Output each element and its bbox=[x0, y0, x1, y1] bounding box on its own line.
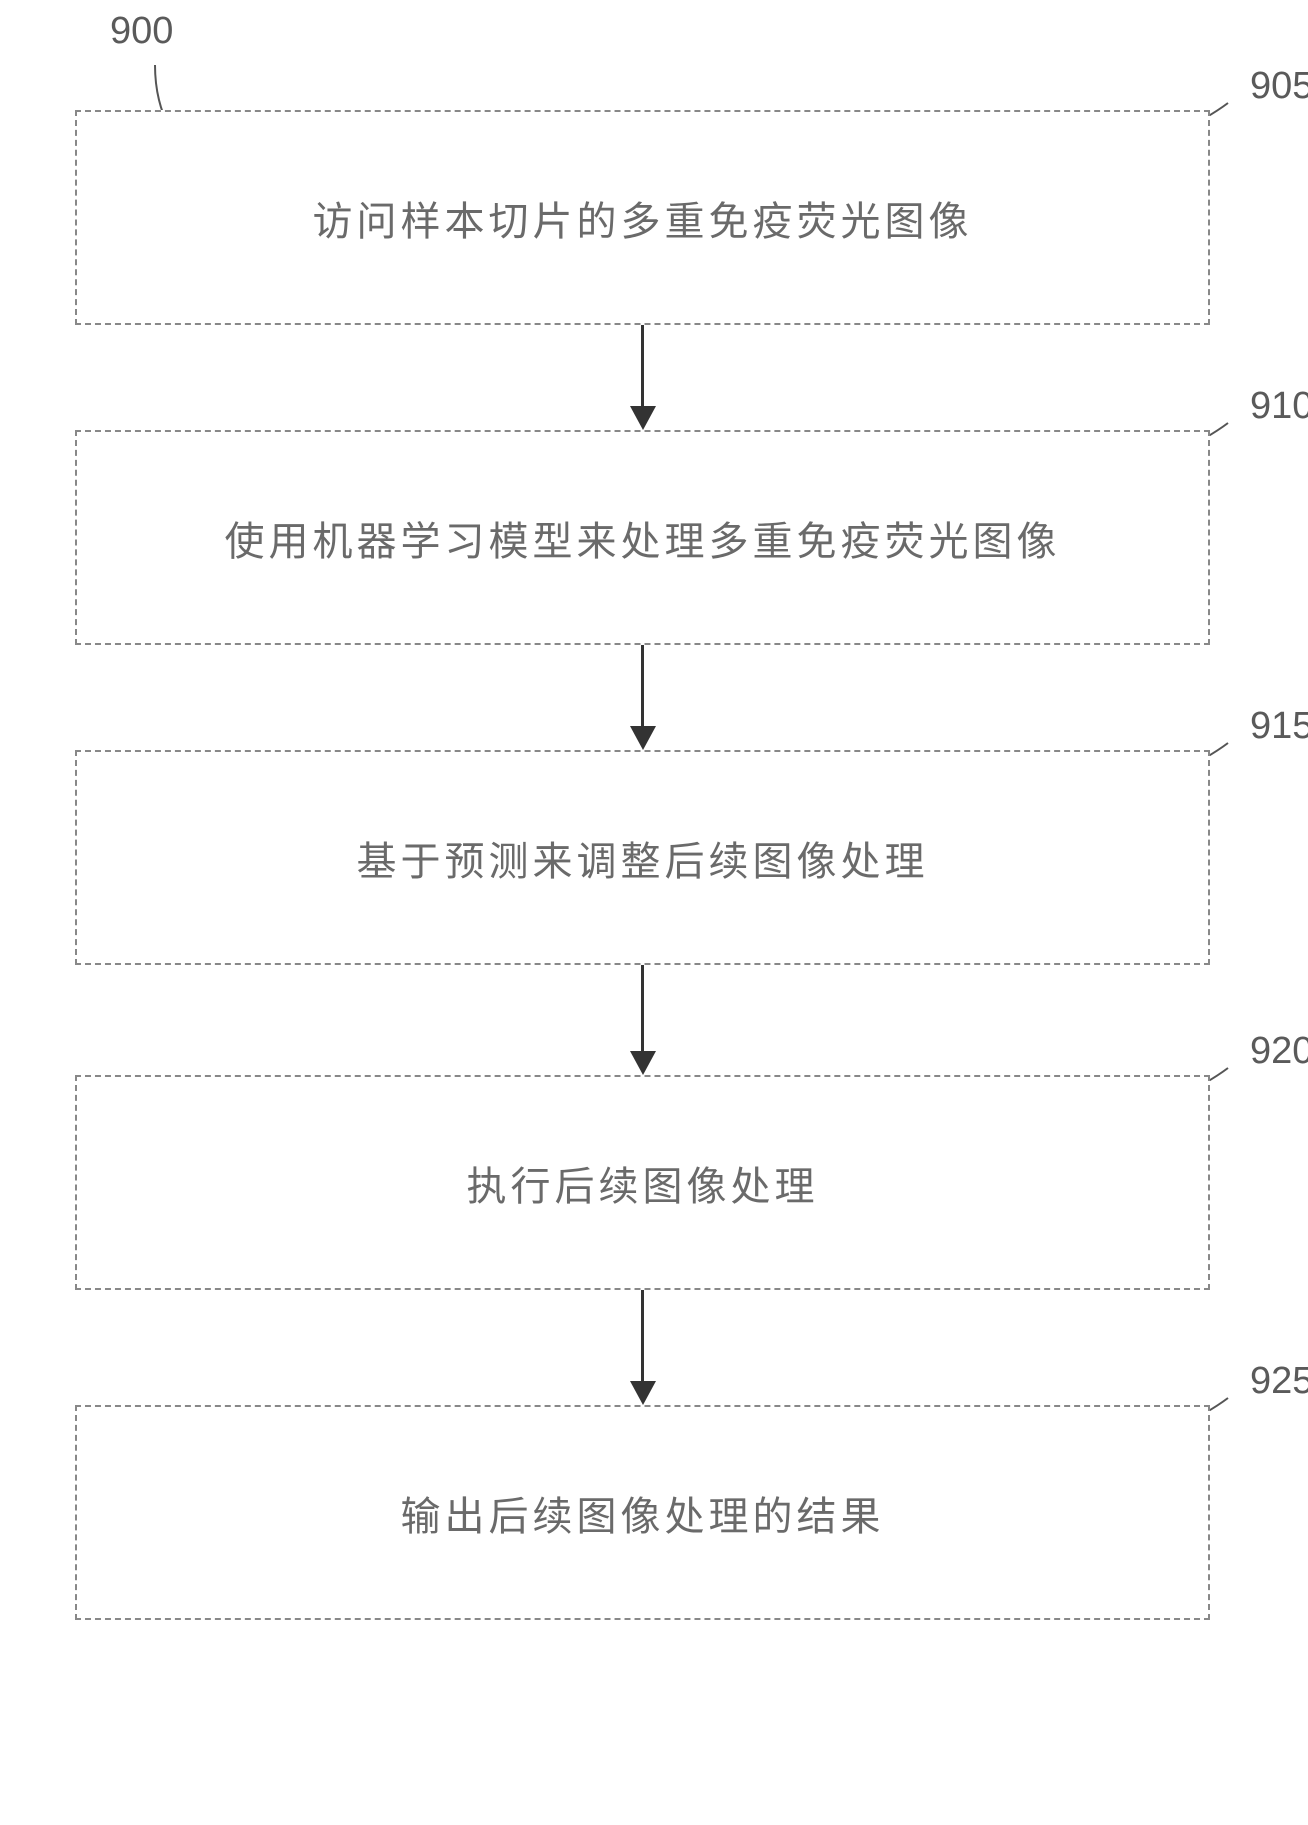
flow-step-text: 输出后续图像处理的结果 bbox=[401, 1484, 885, 1542]
flow-step-box: 执行后续图像处理 bbox=[75, 1075, 1210, 1290]
flow-step-text: 执行后续图像处理 bbox=[467, 1154, 819, 1212]
flow-step-ref-label: 920 bbox=[1250, 1030, 1308, 1073]
flow-arrow-shaft bbox=[641, 325, 644, 408]
flow-arrow-head bbox=[630, 406, 656, 430]
figure-id-label: 900 bbox=[110, 10, 173, 53]
flow-step-ref-label: 905 bbox=[1250, 65, 1308, 108]
flow-step-text: 使用机器学习模型来处理多重免疫荧光图像 bbox=[225, 509, 1061, 567]
flow-step-box: 访问样本切片的多重免疫荧光图像 bbox=[75, 110, 1210, 325]
flow-arrow-shaft bbox=[641, 1290, 644, 1383]
flow-step-box: 基于预测来调整后续图像处理 bbox=[75, 750, 1210, 965]
flow-arrow-shaft bbox=[641, 645, 644, 728]
flow-step-box: 使用机器学习模型来处理多重免疫荧光图像 bbox=[75, 430, 1210, 645]
flow-arrow-head bbox=[630, 1051, 656, 1075]
flow-step-box: 输出后续图像处理的结果 bbox=[75, 1405, 1210, 1620]
flow-step-ref-label: 915 bbox=[1250, 705, 1308, 748]
flow-arrow-head bbox=[630, 726, 656, 750]
flow-step-text: 基于预测来调整后续图像处理 bbox=[357, 829, 929, 887]
flow-arrow-head bbox=[630, 1381, 656, 1405]
flowchart-figure: 900 访问样本切片的多重免疫荧光图像 905 使用机器学习模型来处理多重免疫荧光图像… bbox=[0, 0, 1308, 1825]
flow-arrow-shaft bbox=[641, 965, 644, 1053]
flow-step-ref-label: 925 bbox=[1250, 1360, 1308, 1403]
flow-step-text: 访问样本切片的多重免疫荧光图像 bbox=[313, 189, 973, 247]
flow-step-ref-label: 910 bbox=[1250, 385, 1308, 428]
